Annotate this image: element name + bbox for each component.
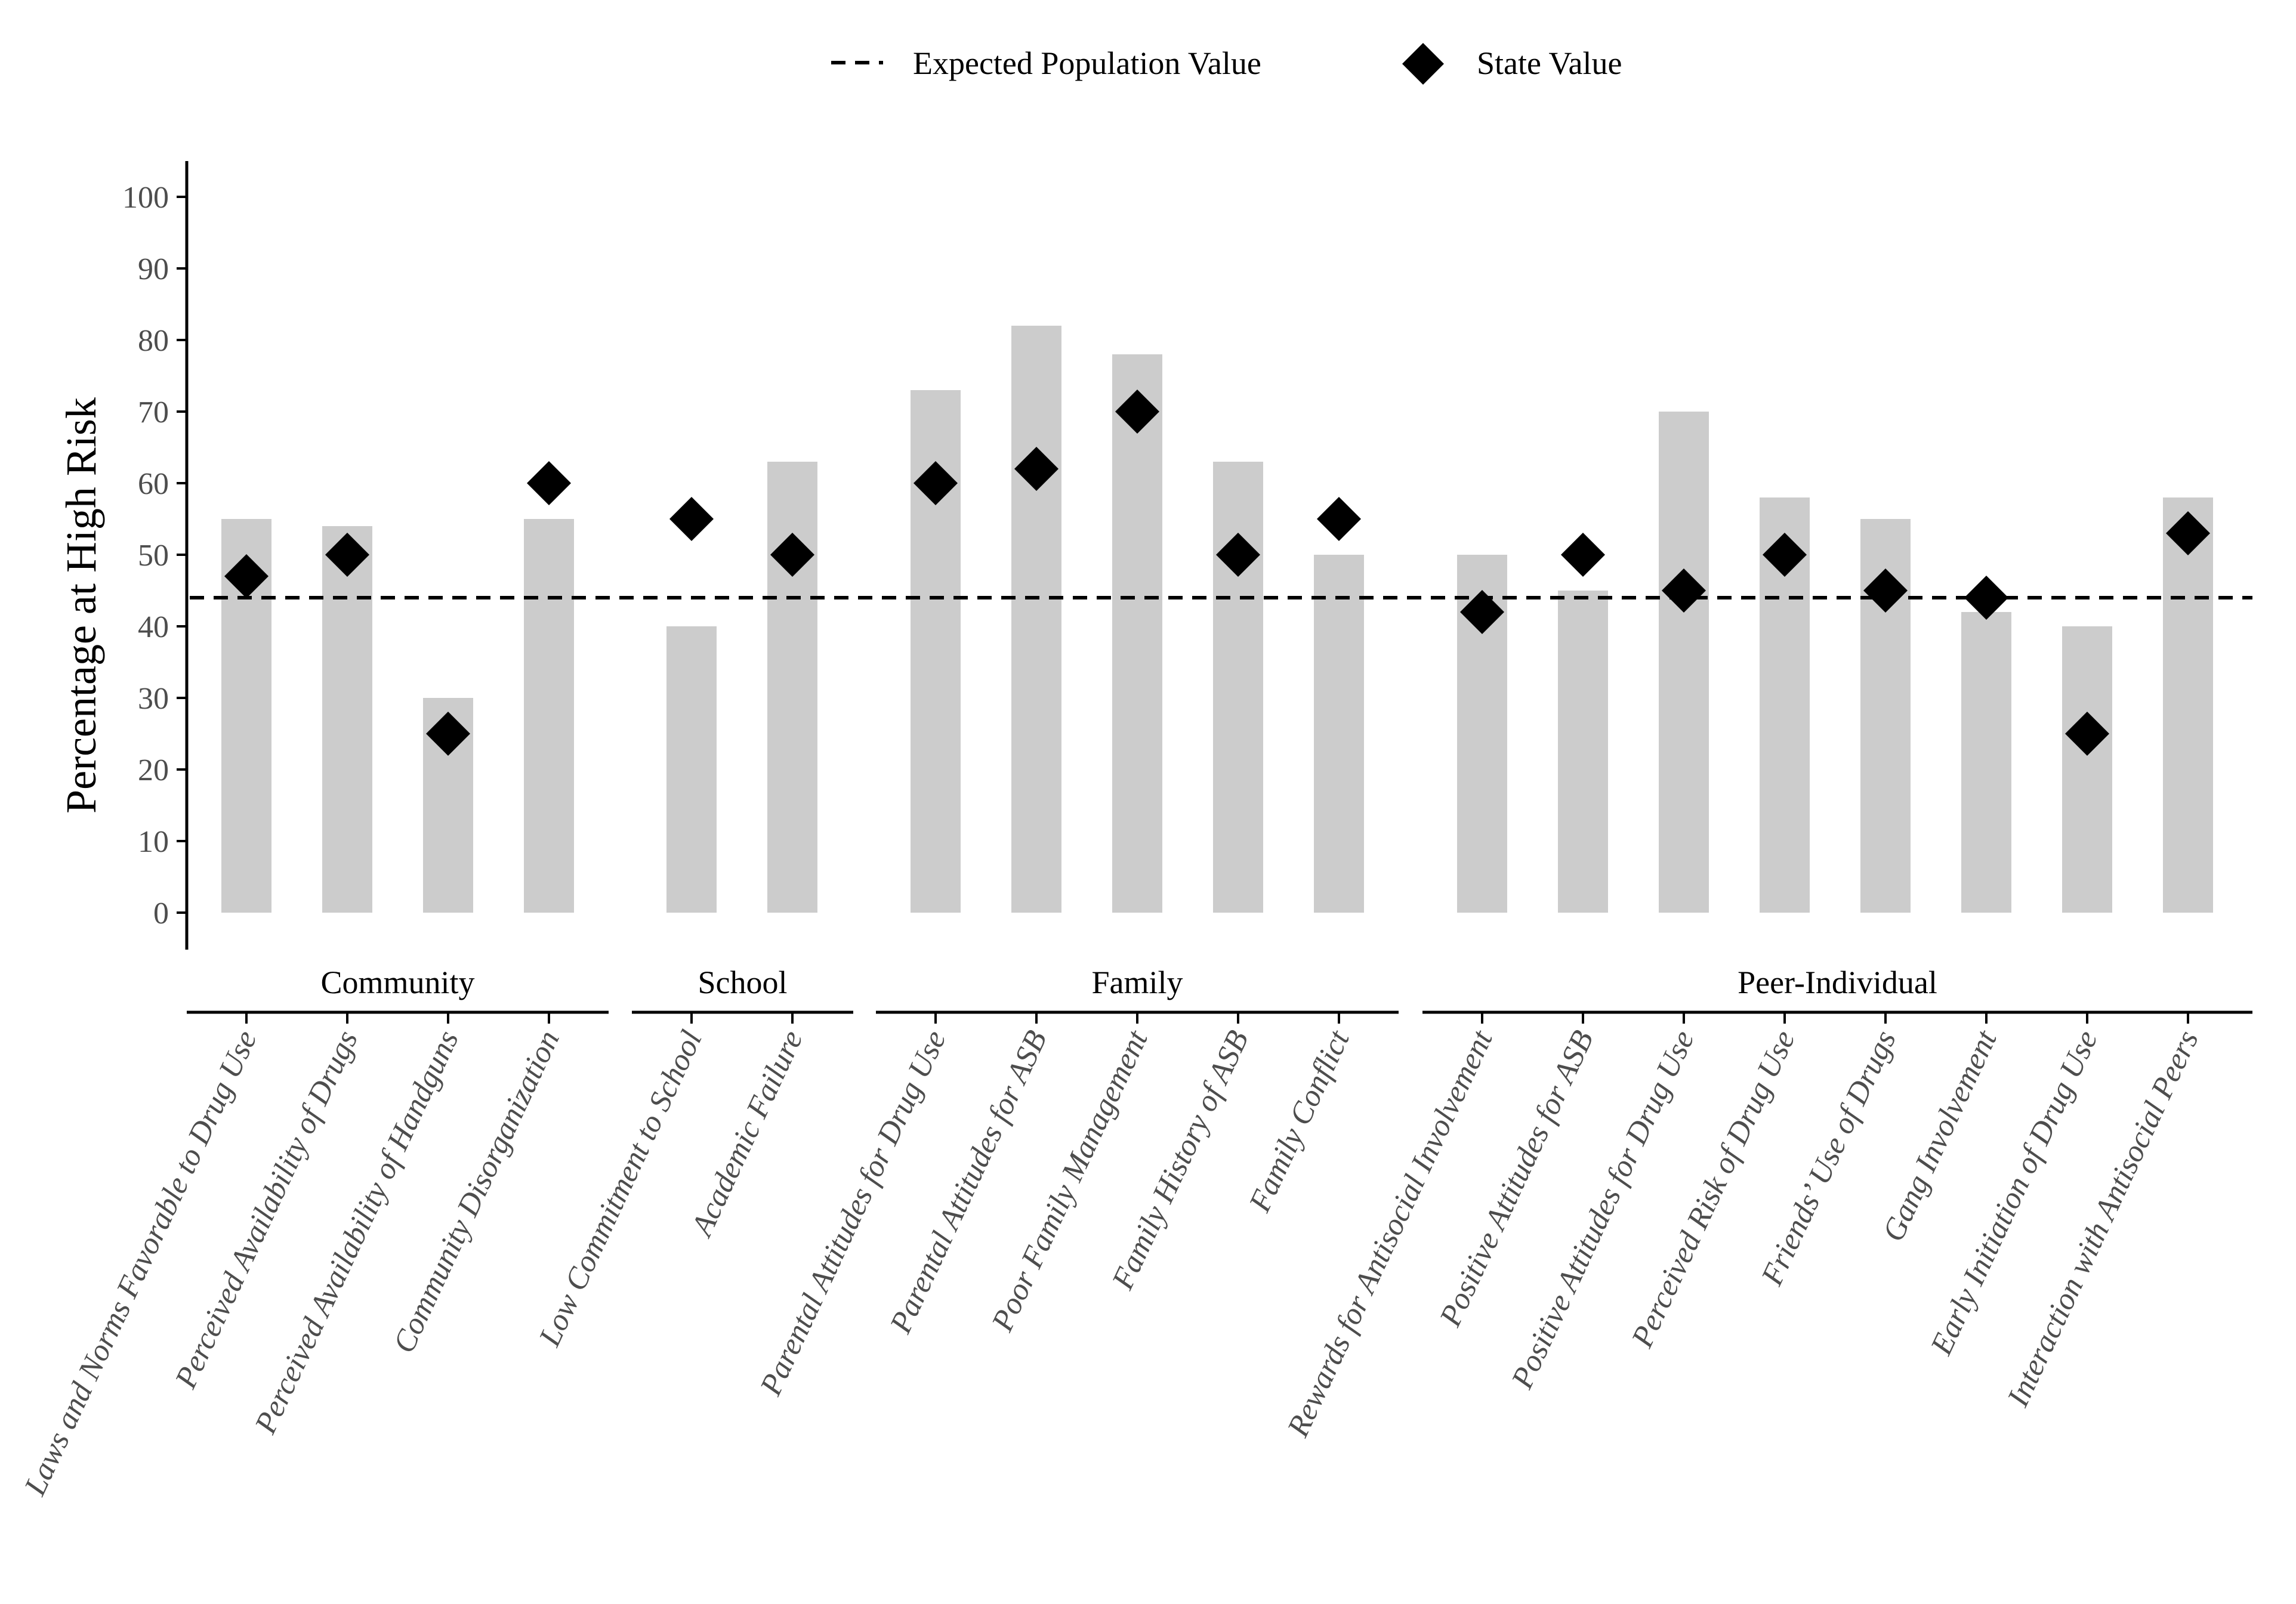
y-tick-label: 30 (138, 682, 169, 716)
bar (1659, 412, 1709, 913)
category-label: Perceived Availability of Handguns (248, 1025, 465, 1439)
state-value-marker (1863, 568, 1908, 613)
state-value-marker (527, 461, 571, 505)
group-label: School (698, 965, 787, 1000)
y-tick-label: 80 (138, 324, 169, 358)
bar (2163, 497, 2213, 913)
state-value-marker (1662, 568, 1706, 613)
markers-layer (224, 390, 2210, 756)
state-value-marker (1460, 590, 1504, 634)
y-tick-label: 40 (138, 610, 169, 644)
bar (322, 526, 372, 913)
y-tick-label: 0 (153, 897, 169, 931)
state-value-marker (1014, 447, 1058, 491)
y-tick-label: 10 (138, 825, 169, 859)
bar (1558, 591, 1608, 913)
category-label: Perceived Availability of Drugs (168, 1025, 365, 1394)
y-tick-label: 60 (138, 467, 169, 501)
category-label: Positive Attitudes for Drug Use (1505, 1025, 1701, 1394)
group-label: Community (320, 965, 474, 1000)
category-label: Gang Involvement (1877, 1025, 2004, 1247)
bar (524, 519, 574, 913)
bar (1961, 612, 2011, 913)
bar (767, 462, 817, 913)
category-label: Family Conflict (1242, 1025, 1356, 1218)
state-value-marker (325, 533, 369, 577)
y-axis-title: Percentage at High Risk (57, 397, 105, 814)
category-label: Low Commitment to School (532, 1025, 709, 1352)
state-value-marker (224, 554, 269, 598)
bar (1112, 354, 1162, 913)
state-value-marker (426, 712, 470, 756)
state-value-marker (2065, 712, 2109, 756)
category-label: Academic Failure (684, 1025, 810, 1243)
category-label: Interaction with Antisocial Peers (2001, 1025, 2205, 1413)
bar (1011, 326, 1061, 913)
state-value-marker (1317, 497, 1361, 541)
state-value-marker (770, 533, 814, 577)
state-value-marker (1561, 533, 1605, 577)
category-labels-layer: Laws and Norms Favorable to Drug UsePerc… (18, 1025, 2205, 1501)
group-axes-layer: Community School Family Peer-Individual (187, 965, 2252, 1024)
bar (666, 626, 717, 913)
state-value-marker (1763, 533, 1807, 577)
y-tick-label: 70 (138, 395, 169, 429)
state-value-marker (1115, 390, 1159, 434)
y-tick-label: 90 (138, 252, 169, 286)
legend-line-label: Expected Population Value (913, 45, 1261, 81)
y-tick-label: 50 (138, 539, 169, 573)
legend-diamond-swatch (1402, 43, 1444, 85)
bar (1213, 462, 1263, 913)
state-value-marker (669, 497, 714, 541)
y-tick-label: 100 (122, 181, 169, 215)
y-axis-ticks: 0 10 20 30 40 50 60 70 80 90 100 (122, 181, 187, 931)
state-value-marker (1216, 533, 1260, 577)
group-label: Family (1091, 965, 1183, 1000)
y-tick-label: 20 (138, 753, 169, 787)
state-value-marker (1964, 576, 2008, 620)
state-value-marker (914, 461, 958, 505)
legend: Expected Population Value State Value (831, 43, 1622, 85)
bars-layer (221, 326, 2213, 913)
bar (2062, 626, 2112, 913)
bar (1314, 555, 1364, 913)
legend-marker-label: State Value (1477, 45, 1622, 81)
state-value-marker (2166, 511, 2210, 555)
group-label: Peer-Individual (1738, 965, 1937, 1000)
